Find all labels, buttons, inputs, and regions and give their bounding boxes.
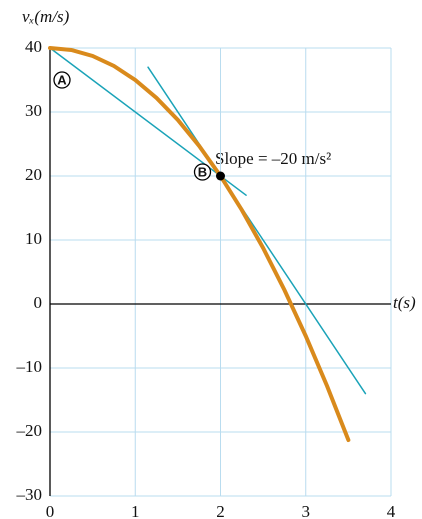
y-axis-label: vₓ(m/s)	[22, 7, 70, 26]
y-tick-label: 30	[25, 101, 42, 120]
point-badge	[193, 163, 212, 181]
point-marker	[216, 171, 225, 181]
series-line	[49, 47, 247, 196]
y-tick-label: –10	[16, 357, 43, 376]
y-tick-label: 40	[25, 37, 42, 56]
series-line	[147, 66, 367, 395]
y-tick-label: 20	[25, 165, 42, 184]
y-tick-label: 0	[34, 293, 43, 312]
x-tick-label: 2	[216, 502, 225, 519]
y-tick-label: 10	[25, 229, 42, 248]
x-tick-label: 0	[46, 502, 55, 519]
point-label: B	[198, 164, 207, 179]
x-tick-label: 1	[131, 502, 140, 519]
x-tick-label: 3	[302, 502, 311, 519]
y-tick-label: –30	[16, 485, 43, 504]
y-tick-label: –20	[16, 421, 43, 440]
x-axis-label: t(s)	[393, 293, 416, 312]
grid	[49, 47, 392, 497]
annotation: Slope = –20 m/s²	[215, 149, 331, 168]
x-tick-label: 4	[387, 502, 396, 519]
point-label: A	[57, 72, 67, 87]
series-line	[48, 46, 351, 442]
point-badge	[53, 71, 71, 89]
